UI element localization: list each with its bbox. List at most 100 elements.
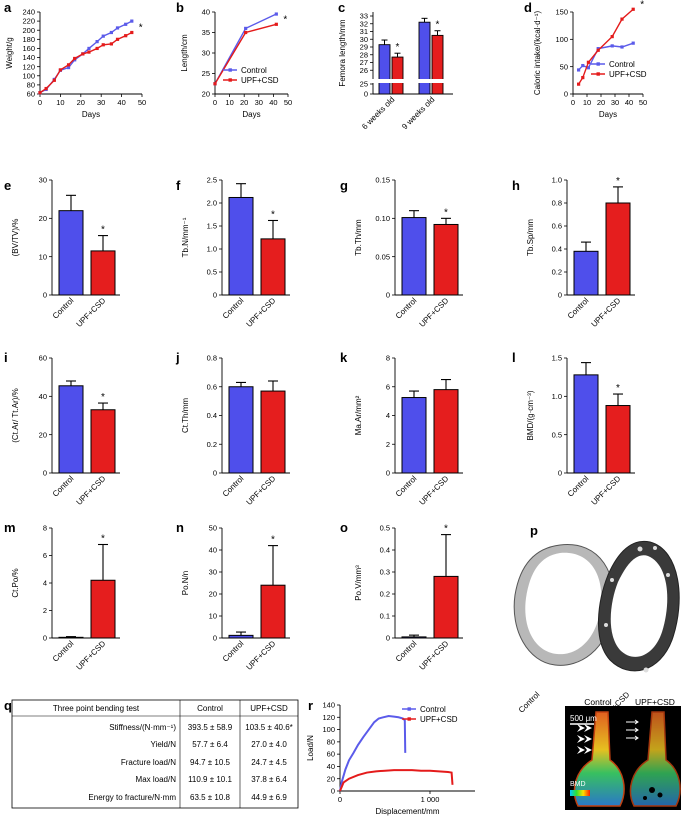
chart-panel-f: f 0 0.5 1.0 1.5 2.0 2.5 Tb.N/mm⁻¹ Control * UPF+CS… — [176, 176, 290, 329]
bar-upf-csd — [433, 223, 459, 296]
bar-control — [401, 217, 427, 296]
bar-upf-csd — [605, 202, 631, 296]
x-category-label: Control — [394, 639, 419, 664]
y-axis-label: Load/N — [306, 735, 315, 761]
legend-label: Control — [609, 60, 635, 69]
y-tick-label: 20 — [209, 590, 217, 599]
y-tick-label: 40 — [39, 392, 47, 401]
bone-section-upf — [598, 540, 680, 673]
chart-panel-g: g 0 0.05 0.10 0.15 Tb.Th/mm Control * UPF+CSD — [340, 176, 463, 329]
data-point — [66, 65, 71, 70]
y-tick-label: 50 — [209, 524, 217, 533]
bar-upf-csd — [260, 238, 286, 296]
bar-control — [573, 374, 599, 474]
y-tick-label: 0.2 — [380, 590, 390, 599]
bar-upf-csd — [433, 389, 459, 474]
panel-label-a: a — [4, 0, 12, 15]
panel-label-q: q — [4, 698, 12, 713]
panel-label-c: c — [338, 0, 345, 15]
y-tick-label: 0 — [213, 291, 217, 300]
y-tick-label: 8 — [386, 354, 390, 363]
y-tick-label: 20 — [39, 430, 47, 439]
bar-control — [401, 397, 427, 474]
table-header-test: Three point bending test — [53, 704, 140, 713]
bmd-colorbar-label: BMD — [570, 781, 586, 788]
chart-panel-m: m 0 2 4 6 8 Ct.Po/% Control * UPF+CSD — [4, 520, 120, 672]
significance-star: * — [271, 535, 275, 546]
y-tick-label: 2 — [386, 440, 390, 449]
bar-break-gap — [374, 79, 454, 83]
panel-label-o: o — [340, 520, 348, 535]
x-tick-label: 50 — [138, 98, 146, 107]
chart-panel-k: k 0 2 4 6 8 Ma.Ar/mm² Control UPF+CSD — [340, 350, 463, 507]
x-tick-label: 0 — [213, 98, 217, 107]
x-tick-label: 50 — [284, 98, 292, 107]
legend-marker — [596, 72, 600, 76]
bar-control — [58, 385, 84, 474]
x-category-label: Control — [51, 296, 76, 321]
y-tick-label: 0 — [331, 787, 335, 796]
x-category-label: UPF+CSD — [244, 639, 277, 672]
table-cell: 103.5 ± 40.6* — [245, 723, 293, 732]
y-tick-label: 0.4 — [207, 411, 217, 420]
data-point — [586, 60, 590, 64]
y-tick-label: 20 — [327, 774, 335, 783]
y-tick-label: 1.0 — [552, 176, 562, 185]
data-point — [52, 78, 56, 82]
x-category-label: UPF+CSD — [244, 474, 277, 507]
y-tick-label: 0.05 — [375, 252, 390, 261]
data-point — [115, 37, 120, 41]
x-category-label: Control — [221, 474, 246, 499]
x-axis-label: Displacement/mm — [375, 807, 439, 816]
legend-marker — [407, 707, 411, 711]
y-tick-label: 1.5 — [552, 354, 562, 363]
data-point — [631, 7, 635, 11]
arrows-upf — [626, 719, 639, 741]
bar-control — [378, 44, 391, 95]
y-tick-label: 0.10 — [375, 214, 390, 223]
y-axis-label: Po.V/mm³ — [354, 565, 363, 601]
x-tick-label: 1 000 — [421, 795, 440, 804]
bar-control — [418, 21, 431, 95]
chart-panel-h: h 0 0.2 0.4 0.6 0.8 1.0 Tb.Sp/mm Control * UPF+CSD — [512, 176, 635, 329]
significance-star: * — [444, 207, 448, 218]
y-tick-label: 28 — [360, 50, 368, 59]
bar-upf-csd — [431, 34, 444, 95]
data-point — [244, 26, 248, 30]
y-tick-label: 0.6 — [207, 382, 217, 391]
legend-label: UPF+CSD — [420, 715, 458, 724]
legend-label: Control — [420, 705, 446, 714]
data-point — [596, 47, 600, 51]
y-axis-label: Tb.Sp/mm — [526, 219, 535, 256]
significance-star: * — [101, 225, 105, 236]
bar-upf-csd — [90, 579, 116, 639]
y-tick-label: 6 — [43, 551, 47, 560]
x-category-label: Control — [51, 474, 76, 499]
data-point — [581, 76, 585, 80]
table-header-upf: UPF+CSD — [250, 704, 288, 713]
x-category-label: Control — [566, 296, 591, 321]
x-category-label: UPF+CSD — [74, 474, 107, 507]
legend-marker — [596, 62, 600, 66]
x-category-label: Control — [566, 474, 591, 499]
data-point — [581, 63, 585, 68]
data-point — [66, 63, 71, 67]
data-point — [213, 82, 217, 86]
data-point — [577, 82, 581, 86]
table-row: Yield/N 57.7 ± 6.4 27.0 ± 4.0 — [151, 740, 288, 749]
table-cell: 110.9 ± 10.1 — [188, 775, 232, 784]
x-category-label: Control — [221, 296, 246, 321]
significance-star: * — [640, 0, 644, 10]
chart-panel-l: l 0 0.5 1.0 1.5 BMD/(g·cm⁻³) Control * UPF+CSD — [512, 350, 635, 507]
series-line-upf-csd — [339, 769, 454, 792]
table-cell: 24.7 ± 4.5 — [251, 758, 287, 767]
y-axis-label: Ct.Th/mm — [181, 398, 190, 433]
table-cell: 393.5 ± 58.9 — [188, 723, 233, 732]
y-tick-label: 0.5 — [207, 268, 217, 277]
table-row: Stiffness/(N·mm⁻¹) 393.5 ± 58.9 103.5 ± … — [109, 723, 293, 732]
y-tick-label: 25 — [202, 69, 210, 78]
table-header-control: Control — [197, 704, 223, 713]
y-tick-label: 40 — [209, 546, 217, 555]
